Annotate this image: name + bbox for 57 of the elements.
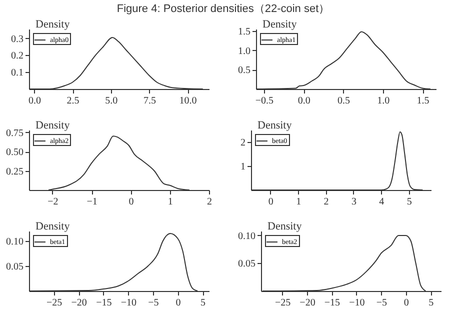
y-axis-title: Density xyxy=(36,120,70,132)
y-axis-title: Density xyxy=(36,18,70,30)
y-tick-label: 0.10 xyxy=(238,230,256,242)
y-tick-label: 0.75 xyxy=(6,128,24,139)
chart-title: Figure 4: Posterior densities（22-coin set） xyxy=(116,3,330,15)
y-axis-title: Density xyxy=(268,220,302,232)
y-tick-label: 2 xyxy=(240,138,246,148)
x-tick-label: −10 xyxy=(120,298,136,308)
x-tick-label: −15 xyxy=(96,298,112,308)
x-tick-label: 0 xyxy=(176,298,181,308)
x-tick-label: −1 xyxy=(86,196,98,208)
y-axis-title: Density xyxy=(258,120,292,132)
y-axis-title: Density xyxy=(262,18,298,30)
x-tick-label: −5 xyxy=(148,298,159,308)
y-tick-label: 0.50 xyxy=(6,147,24,158)
x-tick-label: 4 xyxy=(379,196,384,208)
x-tick-label: 1 xyxy=(168,196,173,208)
x-tick-label: 2 xyxy=(207,196,212,208)
x-tick-label: 0.5 xyxy=(337,96,350,106)
y-tick-label: 0.3 xyxy=(11,34,24,45)
y-axis-title: Density xyxy=(36,220,70,232)
y-tick-label: 0.2 xyxy=(11,50,24,62)
y-tick-label: 0.1 xyxy=(11,68,24,79)
x-tick-label: −0.5 xyxy=(255,96,274,106)
x-tick-label: 1.5 xyxy=(416,96,430,106)
x-tick-label: 5 xyxy=(428,298,434,308)
x-tick-label: 0.0 xyxy=(298,96,310,106)
x-tick-label: 1.0 xyxy=(377,96,390,106)
x-tick-label: −2 xyxy=(48,196,58,208)
y-tick-label: 0.10 xyxy=(6,236,24,248)
x-tick-label: 0.0 xyxy=(28,96,41,106)
x-tick-label: 0 xyxy=(268,196,274,208)
x-tick-label: 5 xyxy=(200,298,206,308)
x-tick-label: 3 xyxy=(351,196,356,208)
x-tick-label: 0 xyxy=(404,298,409,308)
x-tick-label: 0 xyxy=(128,196,134,208)
x-tick-label: 2.5 xyxy=(66,96,80,106)
y-tick-label: 0.25 xyxy=(6,166,24,178)
y-tick-label: 0.05 xyxy=(238,258,256,270)
x-tick-label: 2 xyxy=(324,196,329,208)
x-tick-label: −10 xyxy=(349,298,365,308)
x-tick-label: 5 xyxy=(406,196,412,208)
y-tick-label: 1.5 xyxy=(238,26,250,38)
x-tick-label: 1 xyxy=(296,196,302,208)
x-tick-label: −25 xyxy=(274,298,291,308)
x-tick-label: 5.0 xyxy=(105,96,118,106)
x-tick-label: −20 xyxy=(71,298,87,308)
y-tick-label: 0.05 xyxy=(6,262,24,272)
x-tick-label: −25 xyxy=(46,298,62,308)
y-tick-label: 1 xyxy=(240,162,246,172)
x-tick-label: 10.0 xyxy=(179,96,197,106)
y-tick-label: 1.0 xyxy=(238,46,250,57)
x-tick-label: 7.5 xyxy=(143,96,156,106)
y-tick-label: 0.5 xyxy=(238,65,250,76)
x-tick-label: −15 xyxy=(324,298,340,308)
x-tick-label: −20 xyxy=(300,298,316,308)
x-tick-label: −5 xyxy=(376,298,387,308)
